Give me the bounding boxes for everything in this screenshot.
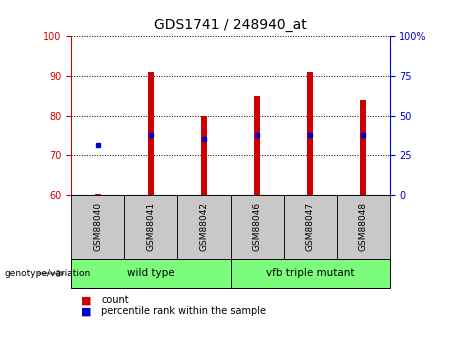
- Text: GSM88046: GSM88046: [253, 202, 261, 252]
- Text: GSM88040: GSM88040: [94, 202, 102, 252]
- Bar: [230, 259, 390, 288]
- Bar: [95, 194, 101, 195]
- Bar: [307, 72, 313, 195]
- Text: genotype/variation: genotype/variation: [5, 269, 91, 278]
- Bar: [284, 195, 337, 259]
- Text: ■: ■: [81, 295, 91, 305]
- Text: wild type: wild type: [127, 268, 175, 278]
- Bar: [337, 195, 390, 259]
- Bar: [201, 116, 207, 195]
- Text: vfb triple mutant: vfb triple mutant: [266, 268, 354, 278]
- Text: percentile rank within the sample: percentile rank within the sample: [101, 306, 266, 316]
- Bar: [124, 195, 177, 259]
- Bar: [71, 195, 124, 259]
- Bar: [254, 96, 260, 195]
- Bar: [230, 195, 284, 259]
- Text: GSM88041: GSM88041: [147, 202, 155, 252]
- Bar: [360, 100, 366, 195]
- Text: GSM88047: GSM88047: [306, 202, 314, 252]
- Text: GSM88048: GSM88048: [359, 202, 367, 252]
- Title: GDS1741 / 248940_at: GDS1741 / 248940_at: [154, 18, 307, 32]
- Bar: [148, 72, 154, 195]
- Text: GSM88042: GSM88042: [200, 202, 208, 252]
- Bar: [71, 259, 230, 288]
- Bar: [177, 195, 230, 259]
- Text: ■: ■: [81, 306, 91, 316]
- Text: count: count: [101, 295, 129, 305]
